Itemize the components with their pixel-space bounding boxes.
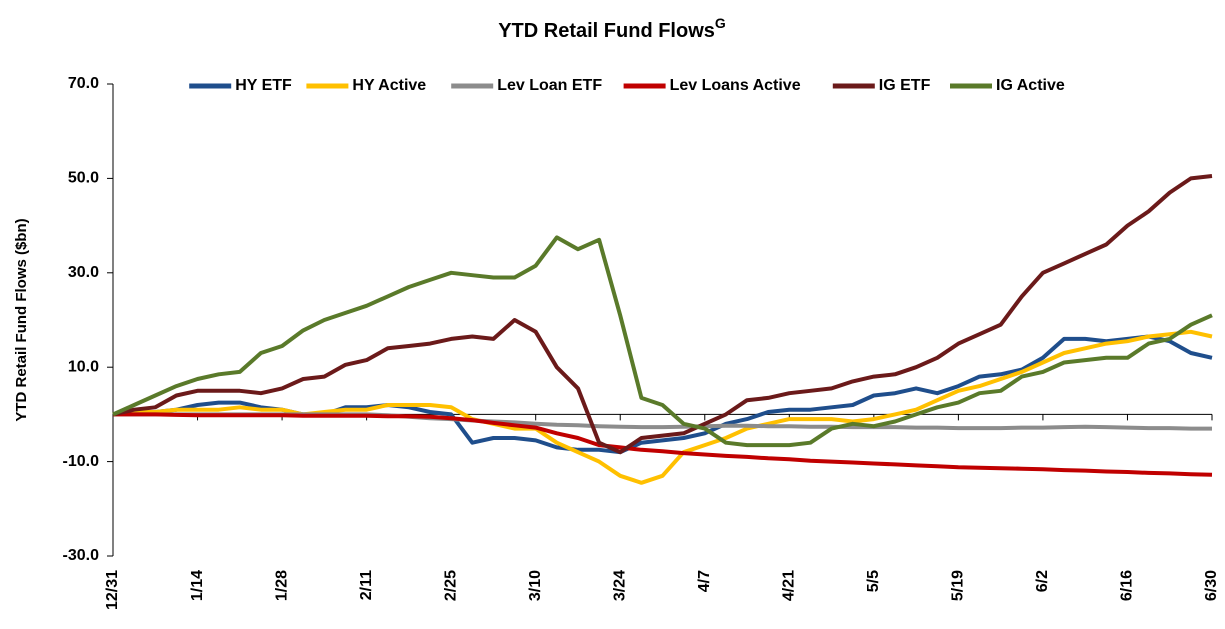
x-tick-label: 1/28 bbox=[273, 570, 290, 601]
y-tick-label: 10.0 bbox=[68, 358, 99, 375]
y-tick-label: 50.0 bbox=[68, 170, 99, 187]
title-text: YTD Retail Fund Flows bbox=[498, 20, 715, 42]
y-tick-label: -30.0 bbox=[63, 547, 100, 564]
legend-label: Lev Loans Active bbox=[670, 77, 801, 94]
legend-label: Lev Loan ETF bbox=[497, 77, 602, 94]
x-tick-label: 2/25 bbox=[442, 570, 459, 601]
legend-label: IG Active bbox=[996, 77, 1065, 94]
x-tick-label: 2/11 bbox=[358, 570, 375, 600]
series-line bbox=[113, 412, 1213, 477]
legend-label: HY Active bbox=[352, 77, 426, 94]
y-tick-label: 30.0 bbox=[68, 264, 99, 281]
chart-title: YTD Retail Fund FlowsG bbox=[498, 15, 726, 43]
y-axis-label: YTD Retail Fund Flows ($bn) bbox=[13, 218, 30, 421]
x-tick-label: 4/21 bbox=[781, 570, 798, 601]
legend-label: IG ETF bbox=[879, 77, 931, 94]
title-superscript: G bbox=[715, 15, 726, 31]
x-tick-label: 5/5 bbox=[865, 570, 882, 592]
x-tick-label: 12/31 bbox=[104, 570, 121, 610]
x-tick-label: 3/24 bbox=[611, 570, 628, 601]
x-tick-label: 6/16 bbox=[1119, 570, 1136, 601]
x-tick-label: 6/30 bbox=[1203, 570, 1220, 601]
legend-label: HY ETF bbox=[235, 77, 292, 94]
y-tick-label: 70.0 bbox=[68, 75, 99, 92]
series-line bbox=[112, 174, 1213, 455]
x-tick-label: 1/14 bbox=[189, 570, 206, 601]
x-tick-label: 6/2 bbox=[1034, 570, 1051, 592]
x-tick-label: 5/19 bbox=[950, 570, 967, 601]
series-line bbox=[112, 235, 1213, 448]
x-tick-label: 3/10 bbox=[527, 570, 544, 601]
x-tick-label: 4/7 bbox=[696, 570, 713, 592]
y-tick-label: -10.0 bbox=[63, 453, 100, 470]
